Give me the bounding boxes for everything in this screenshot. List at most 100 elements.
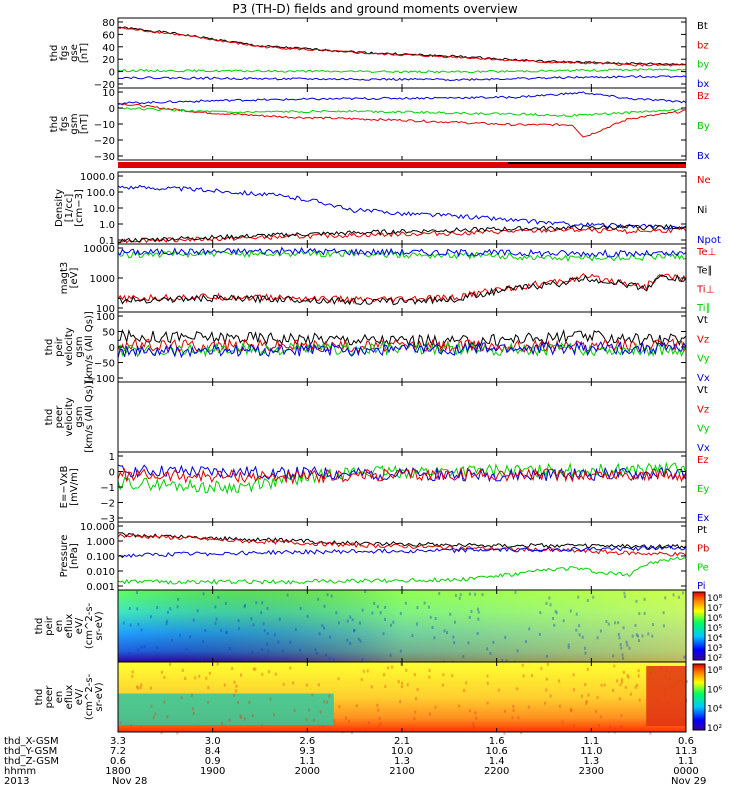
spectrogram-speckle: [545, 688, 548, 692]
spectrogram-speckle: [486, 647, 489, 651]
spectrogram-speckle: [150, 704, 153, 708]
x-axis-value: 3.0: [205, 736, 221, 747]
spectrogram-speckle: [468, 592, 471, 596]
spectrogram-speckle: [163, 700, 166, 704]
spectrogram-speckle: [618, 697, 621, 701]
x-axis-row-label: thd_Z-GSM: [4, 756, 59, 767]
y-tick-label: 0: [109, 68, 115, 79]
spectrogram-speckle: [584, 651, 587, 655]
panel-frame: [117, 521, 687, 591]
spectrogram-speckle: [596, 636, 599, 640]
spectrogram-speckle: [273, 713, 276, 717]
series-line-Vx: [117, 340, 687, 359]
spectrogram-speckle: [470, 609, 473, 613]
x-axis-row-label: thd_X-GSM: [4, 736, 59, 747]
spectrogram-speckle: [612, 654, 615, 658]
spectrogram-speckle: [516, 687, 519, 691]
panel-frame: [117, 243, 687, 313]
spectrogram-speckle: [371, 611, 374, 615]
y-axis-label: magt3: [59, 262, 70, 295]
spectrogram-speckle: [351, 618, 354, 622]
spectrogram-speckle: [400, 662, 403, 666]
spectrogram-speckle: [567, 646, 570, 650]
spectrogram-speckle: [672, 593, 675, 597]
burst-mode-marker: [508, 162, 686, 164]
spectrogram-speckle: [413, 717, 416, 721]
spectrogram-speckle: [378, 716, 381, 720]
spectrogram-speckle: [681, 717, 684, 721]
y-tick-label: −20: [94, 80, 115, 91]
spectrogram-speckle: [467, 641, 470, 645]
series-line-bz: [117, 26, 687, 67]
spectrogram-speckle: [308, 708, 311, 712]
spectrogram-speckle: [223, 683, 226, 687]
spectrogram-speckle: [346, 638, 349, 642]
spectrogram-speckle: [169, 607, 172, 611]
spectrogram-speckle: [252, 623, 255, 627]
spectrogram-speckle: [552, 616, 555, 620]
panel-density: Ne Ni Npot 1000.0 100.0 10.0 1.0 0.1 Density [1/c…: [54, 171, 721, 247]
spectrogram-speckle: [166, 610, 169, 614]
y-axis-label: (cm^2-s-: [84, 673, 95, 720]
spectrogram-speckle: [669, 676, 672, 680]
spectrogram-speckle: [549, 603, 552, 607]
spectrogram-speckle: [660, 667, 663, 671]
spectrogram-speckle: [399, 612, 402, 616]
spectrogram-speckle: [176, 731, 179, 735]
y-tick-label: 100: [96, 304, 115, 315]
spectrogram-speckle: [458, 704, 461, 708]
spectrogram-speckle: [558, 704, 561, 708]
spectrogram-speckle: [323, 700, 326, 704]
spectrogram-speckle: [486, 701, 489, 705]
y-axis-label: [eV]: [69, 268, 80, 289]
series-line-Bt: [117, 26, 687, 66]
series-line-by: [117, 68, 687, 74]
spectrogram-speckle: [677, 679, 680, 683]
spectrogram-speckle: [545, 654, 548, 658]
spectrogram-speckle: [140, 645, 143, 649]
spectrogram-speckle: [522, 674, 525, 678]
spectrogram-speckle: [472, 724, 475, 728]
spectrogram-speckle: [383, 673, 386, 677]
spectrogram-speckle: [441, 683, 444, 687]
spectrogram-speckle: [600, 683, 603, 687]
spectrogram-speckle: [240, 673, 243, 677]
spectrogram-speckle: [195, 656, 198, 660]
spectrogram-speckle: [543, 701, 546, 705]
spectrogram-speckle: [577, 595, 580, 599]
spectrogram-speckle: [592, 595, 595, 599]
y-tick-label: −100: [88, 374, 115, 385]
y-axis-label: fgs: [59, 45, 70, 60]
y-tick-label: 80: [102, 18, 115, 29]
series-line-Ez: [117, 466, 687, 485]
spectrogram-speckle: [260, 724, 263, 728]
colorbar-tick-label: 10⁴: [707, 705, 722, 715]
series-line-Npot: [117, 184, 687, 230]
spectrogram-speckle: [497, 688, 500, 692]
y-tick-label: 0.010: [86, 567, 115, 578]
spectrogram-speckle: [397, 680, 400, 684]
y-axis-label: peir: [44, 615, 55, 635]
spectrogram-speckle: [140, 683, 143, 687]
spectrogram-speckle: [671, 685, 674, 689]
legend-Vy: Vy: [697, 424, 710, 435]
spectrogram-speckle: [321, 624, 324, 628]
spectrogram-speckle: [136, 607, 139, 611]
spectrogram-speckle: [613, 664, 616, 668]
spectrogram-speckle: [379, 721, 382, 725]
spectrogram-speckle: [635, 633, 638, 637]
spectrogram-speckle: [624, 685, 627, 689]
y-axis-label: E=−VxB: [59, 466, 70, 509]
spectrogram-speckle: [361, 608, 364, 612]
colorbar-tick-label: 10⁸: [707, 594, 722, 604]
spectrogram-speckle: [446, 631, 449, 635]
spectrogram-speckle: [472, 721, 475, 725]
spectrogram-speckle: [637, 669, 640, 673]
spectrogram-speckle: [643, 597, 646, 601]
spectrogram-speckle: [382, 632, 385, 636]
y-axis-label: thd: [44, 339, 55, 356]
spectrogram-speckle: [293, 709, 296, 713]
spectrogram-speckle: [623, 595, 626, 599]
x-axis-value: 2000: [295, 766, 320, 777]
spectrogram-speckle: [561, 720, 564, 724]
